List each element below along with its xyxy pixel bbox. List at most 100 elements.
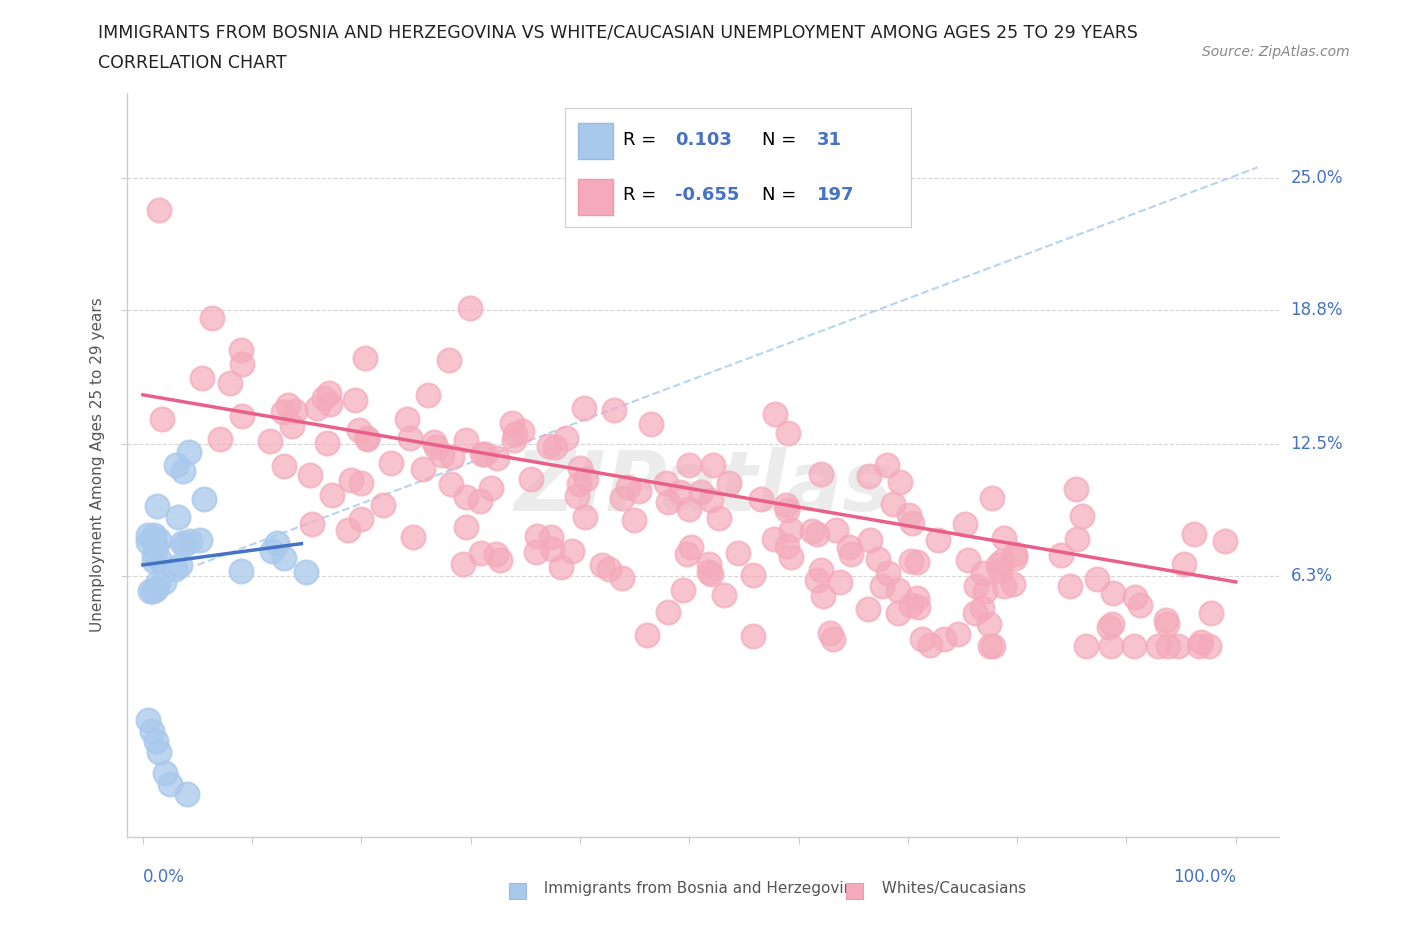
Point: [141, 724, 163, 738]
Point: [425, 439, 447, 454]
Text: 6.3%: 6.3%: [1291, 566, 1333, 585]
Point: [277, 397, 299, 412]
Point: [806, 573, 828, 588]
Point: [690, 485, 713, 499]
Point: [231, 343, 253, 358]
Point: [887, 583, 910, 598]
Point: [824, 523, 846, 538]
Point: [209, 432, 232, 446]
Point: [231, 564, 253, 578]
Point: [1173, 556, 1195, 571]
Point: [1189, 634, 1212, 649]
Point: [1147, 638, 1170, 653]
Point: [900, 553, 922, 568]
Point: [870, 578, 893, 593]
Point: [800, 524, 823, 538]
Point: [972, 565, 994, 580]
Point: [412, 461, 434, 476]
Point: [697, 565, 720, 579]
Point: [260, 543, 283, 558]
Point: [470, 494, 492, 509]
Point: [143, 528, 166, 543]
Point: [927, 532, 949, 547]
Point: [399, 431, 422, 445]
Point: [934, 631, 956, 646]
Point: [762, 532, 785, 547]
Point: [172, 536, 194, 551]
Point: [485, 451, 508, 466]
Point: [905, 554, 928, 569]
Point: [1213, 534, 1236, 549]
Point: [519, 472, 541, 486]
Point: [1182, 526, 1205, 541]
Point: [856, 602, 879, 617]
Point: [1087, 572, 1109, 587]
Point: [889, 474, 911, 489]
Point: [1002, 577, 1025, 591]
Text: 100.0%: 100.0%: [1173, 868, 1236, 885]
Point: [866, 552, 889, 567]
Point: [657, 495, 679, 510]
Point: [312, 391, 335, 405]
Y-axis label: Unemployment Among Ages 25 to 29 years: Unemployment Among Ages 25 to 29 years: [90, 298, 105, 632]
Point: [591, 558, 613, 573]
Point: [172, 463, 194, 478]
Text: Whites/Caucasians: Whites/Caucasians: [872, 881, 1026, 896]
Point: [145, 538, 167, 553]
Point: [1070, 509, 1092, 524]
Point: [148, 574, 170, 589]
Point: [900, 597, 922, 612]
Point: [200, 311, 222, 325]
Point: [474, 446, 496, 461]
Point: [669, 485, 692, 499]
Point: [749, 491, 772, 506]
Point: [636, 628, 658, 643]
Point: [574, 510, 596, 525]
Point: [1099, 638, 1122, 653]
Point: [540, 529, 562, 544]
Point: [806, 526, 828, 541]
Point: [142, 583, 165, 598]
Point: [193, 491, 215, 506]
Point: [901, 516, 924, 531]
Point: [188, 532, 211, 547]
Point: [512, 424, 534, 439]
Point: [159, 777, 181, 791]
Point: [153, 765, 176, 780]
Point: [1050, 547, 1073, 562]
Point: [218, 376, 240, 391]
Point: [979, 638, 1001, 653]
Point: [876, 565, 898, 580]
Point: [981, 638, 1004, 653]
Point: [905, 591, 928, 605]
Point: [143, 532, 166, 547]
Point: [655, 475, 678, 490]
Point: [190, 370, 212, 385]
Point: [298, 468, 321, 483]
Point: [418, 387, 440, 402]
Point: [1004, 546, 1026, 561]
Point: [713, 588, 735, 603]
Point: [700, 566, 723, 581]
Text: Source: ZipAtlas.com: Source: ZipAtlas.com: [1202, 45, 1350, 59]
Point: [169, 558, 191, 573]
Point: [336, 523, 359, 538]
Point: [295, 565, 318, 579]
Point: [307, 400, 329, 415]
Point: [993, 530, 1015, 545]
Point: [1064, 482, 1087, 497]
Point: [148, 533, 170, 548]
Point: [271, 405, 294, 419]
Point: [356, 431, 378, 445]
Point: [301, 516, 323, 531]
Point: [349, 423, 371, 438]
Point: [617, 479, 640, 494]
Point: [1187, 638, 1209, 653]
Point: [371, 498, 394, 512]
Point: [485, 547, 508, 562]
Point: [1098, 619, 1121, 634]
Point: [810, 467, 832, 482]
Point: [859, 532, 882, 547]
Point: [526, 528, 548, 543]
Point: [1066, 531, 1088, 546]
